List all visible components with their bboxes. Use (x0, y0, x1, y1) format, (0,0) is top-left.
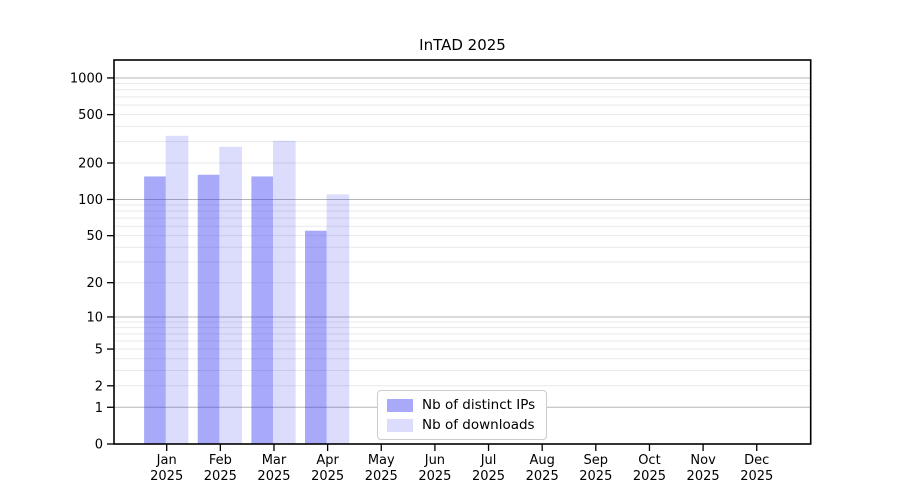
x-tick-label-month: Apr (316, 453, 339, 468)
x-tick-label-month: Mar (262, 453, 287, 468)
legend-swatch-distinct-ips (387, 398, 413, 412)
x-tick-label-year: 2025 (579, 469, 612, 484)
y-tick-label: 5 (95, 343, 103, 358)
bar-jan-series1 (165, 135, 189, 444)
y-tick-label: 20 (86, 276, 103, 291)
bar-mar-series1 (272, 140, 296, 444)
y-tick-label: 2 (95, 379, 103, 394)
legend-swatch-downloads (387, 418, 413, 432)
x-tick-label-month: Aug (529, 453, 554, 468)
y-tick-label: 500 (78, 108, 103, 123)
x-tick-label-month: Oct (638, 453, 660, 468)
x-tick-label-month: Jan (156, 453, 177, 468)
x-tick-label-year: 2025 (204, 469, 237, 484)
bar-mar-series0 (251, 176, 273, 445)
x-tick-label-month: Jul (480, 453, 497, 468)
y-tick-label: 1000 (70, 71, 103, 86)
legend-row-distinct-ips: Nb of distinct IPs (387, 397, 535, 413)
x-tick-label-month: Jun (424, 453, 445, 468)
bar-feb-series1 (219, 146, 242, 445)
legend: Nb of distinct IPs Nb of downloads (377, 390, 548, 440)
legend-label-distinct-ips: Nb of distinct IPs (422, 397, 536, 413)
bar-jan-series0 (144, 176, 166, 445)
x-tick-label-month: Nov (690, 453, 716, 468)
x-tick-label-year: 2025 (257, 469, 290, 484)
chart-title: InTAD 2025 (419, 36, 506, 54)
bar-apr-series0 (305, 230, 327, 444)
x-tick-label-year: 2025 (740, 469, 773, 484)
y-tick-label: 1 (95, 401, 103, 416)
legend-label-downloads: Nb of downloads (422, 417, 535, 433)
plot-border (113, 59, 812, 445)
y-tick-label: 50 (86, 229, 103, 244)
x-tick-label-month: Feb (209, 453, 232, 468)
y-tick-label: 0 (95, 438, 103, 453)
x-tick-label-year: 2025 (687, 469, 720, 484)
x-tick-label-year: 2025 (418, 469, 451, 484)
x-tick-label-month: May (368, 453, 395, 468)
y-tick-label: 200 (78, 157, 103, 172)
x-tick-label-month: Dec (744, 453, 769, 468)
bar-feb-series0 (197, 174, 220, 444)
x-tick-label-year: 2025 (150, 469, 183, 484)
y-tick-label: 10 (86, 310, 103, 325)
x-tick-label-year: 2025 (472, 469, 505, 484)
x-tick-label-month: Sep (584, 453, 609, 468)
bar-apr-series1 (326, 194, 350, 444)
x-tick-label-year: 2025 (311, 469, 344, 484)
x-tick-label-year: 2025 (633, 469, 666, 484)
x-tick-label-year: 2025 (365, 469, 398, 484)
legend-row-downloads: Nb of downloads (387, 417, 535, 433)
y-tick-label: 100 (78, 193, 103, 208)
x-tick-label-year: 2025 (526, 469, 559, 484)
